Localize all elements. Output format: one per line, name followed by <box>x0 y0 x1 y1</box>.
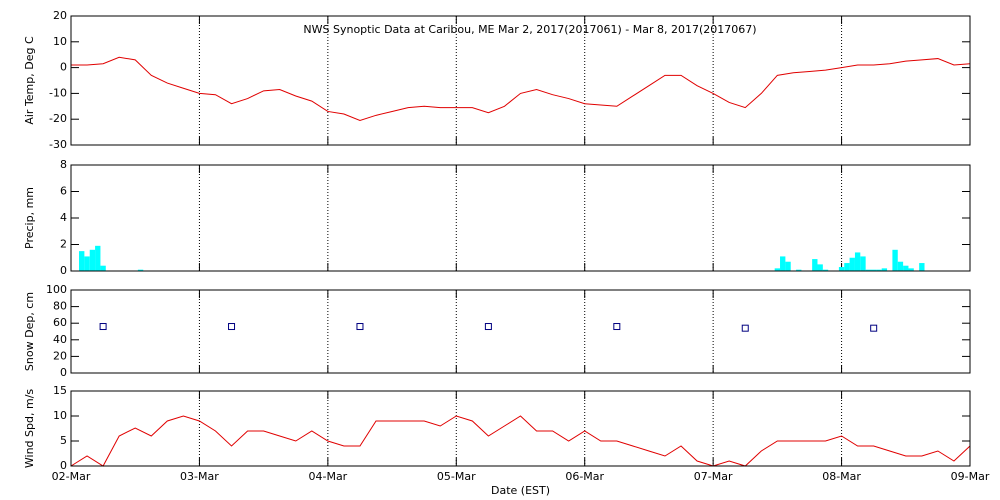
y-tick-label: 40 <box>53 333 67 346</box>
bar <box>865 269 872 271</box>
y-tick-label: 0 <box>60 366 67 379</box>
plot-frame <box>70 390 971 467</box>
y-tick-label: 80 <box>53 300 67 313</box>
bar <box>774 268 781 271</box>
bar <box>881 268 888 271</box>
bar <box>897 261 904 271</box>
bar <box>822 269 829 271</box>
bar <box>854 252 861 271</box>
y-tick-label: -10 <box>49 86 67 99</box>
y-tick-label: 2 <box>60 238 67 251</box>
y-tick-label: 15 <box>53 384 67 397</box>
bar <box>100 265 106 271</box>
marker <box>484 323 492 331</box>
y-axis-label: Snow Dep, cm <box>23 292 36 371</box>
y-tick-label: 0 <box>60 61 67 74</box>
x-tick-label: 03-Mar <box>180 470 219 483</box>
y-tick-label: 10 <box>53 35 67 48</box>
plot-frame <box>70 289 971 374</box>
y-tick-label: 0 <box>60 264 67 277</box>
bar <box>838 267 845 271</box>
bar <box>796 269 802 271</box>
bar <box>780 256 786 271</box>
y-tick-label: 20 <box>53 9 67 22</box>
x-tick-label: 05-Mar <box>437 470 476 483</box>
bar <box>860 256 866 271</box>
bar <box>903 265 909 271</box>
x-tick-label: 08-Mar <box>822 470 861 483</box>
bar <box>79 251 85 271</box>
bar <box>812 259 818 271</box>
y-axis-label: Precip, mm <box>23 187 36 249</box>
y-tick-label: 8 <box>60 158 67 171</box>
bar <box>849 257 855 271</box>
y-tick-label: -30 <box>49 138 67 151</box>
bar <box>892 249 898 271</box>
bar <box>84 256 90 271</box>
bar <box>919 263 925 271</box>
marker <box>99 323 107 331</box>
y-tick-label: 10 <box>53 409 67 422</box>
y-tick-label: 4 <box>60 211 67 224</box>
x-tick-label: 02-Mar <box>52 470 91 483</box>
data-line <box>70 415 971 467</box>
marker <box>870 324 878 332</box>
bar <box>785 261 791 271</box>
bar <box>844 263 850 271</box>
y-axis-label: Air Temp, Deg C <box>23 36 36 125</box>
y-tick-label: 100 <box>46 283 67 296</box>
data-line <box>71 56 971 122</box>
x-tick-label: 07-Mar <box>694 470 733 483</box>
bar <box>89 249 96 271</box>
x-axis-label: Date (EST) <box>491 484 550 497</box>
x-tick-label: 06-Mar <box>565 470 604 483</box>
plot-frame <box>70 164 971 272</box>
y-tick-label: -20 <box>49 112 67 125</box>
marker <box>741 324 749 332</box>
y-tick-label: 60 <box>53 316 67 329</box>
chart-title: NWS Synoptic Data at Caribou, ME Mar 2, … <box>303 23 756 36</box>
y-tick-label: 20 <box>53 349 67 362</box>
y-axis-label: Wind Spd, m/s <box>23 389 36 469</box>
y-tick-label: 0 <box>60 459 67 472</box>
bar <box>95 245 101 271</box>
y-tick-label: 5 <box>60 434 67 447</box>
bar <box>137 269 144 271</box>
x-tick-label: 09-Mar <box>951 470 990 483</box>
marker <box>613 323 621 331</box>
x-tick-label: 04-Mar <box>308 470 347 483</box>
bar <box>871 269 877 271</box>
bar <box>876 269 882 271</box>
bar <box>817 264 823 271</box>
bar <box>908 268 914 271</box>
plot-frame <box>70 15 971 146</box>
marker <box>356 323 364 331</box>
marker <box>228 323 236 331</box>
y-tick-label: 6 <box>60 185 67 198</box>
